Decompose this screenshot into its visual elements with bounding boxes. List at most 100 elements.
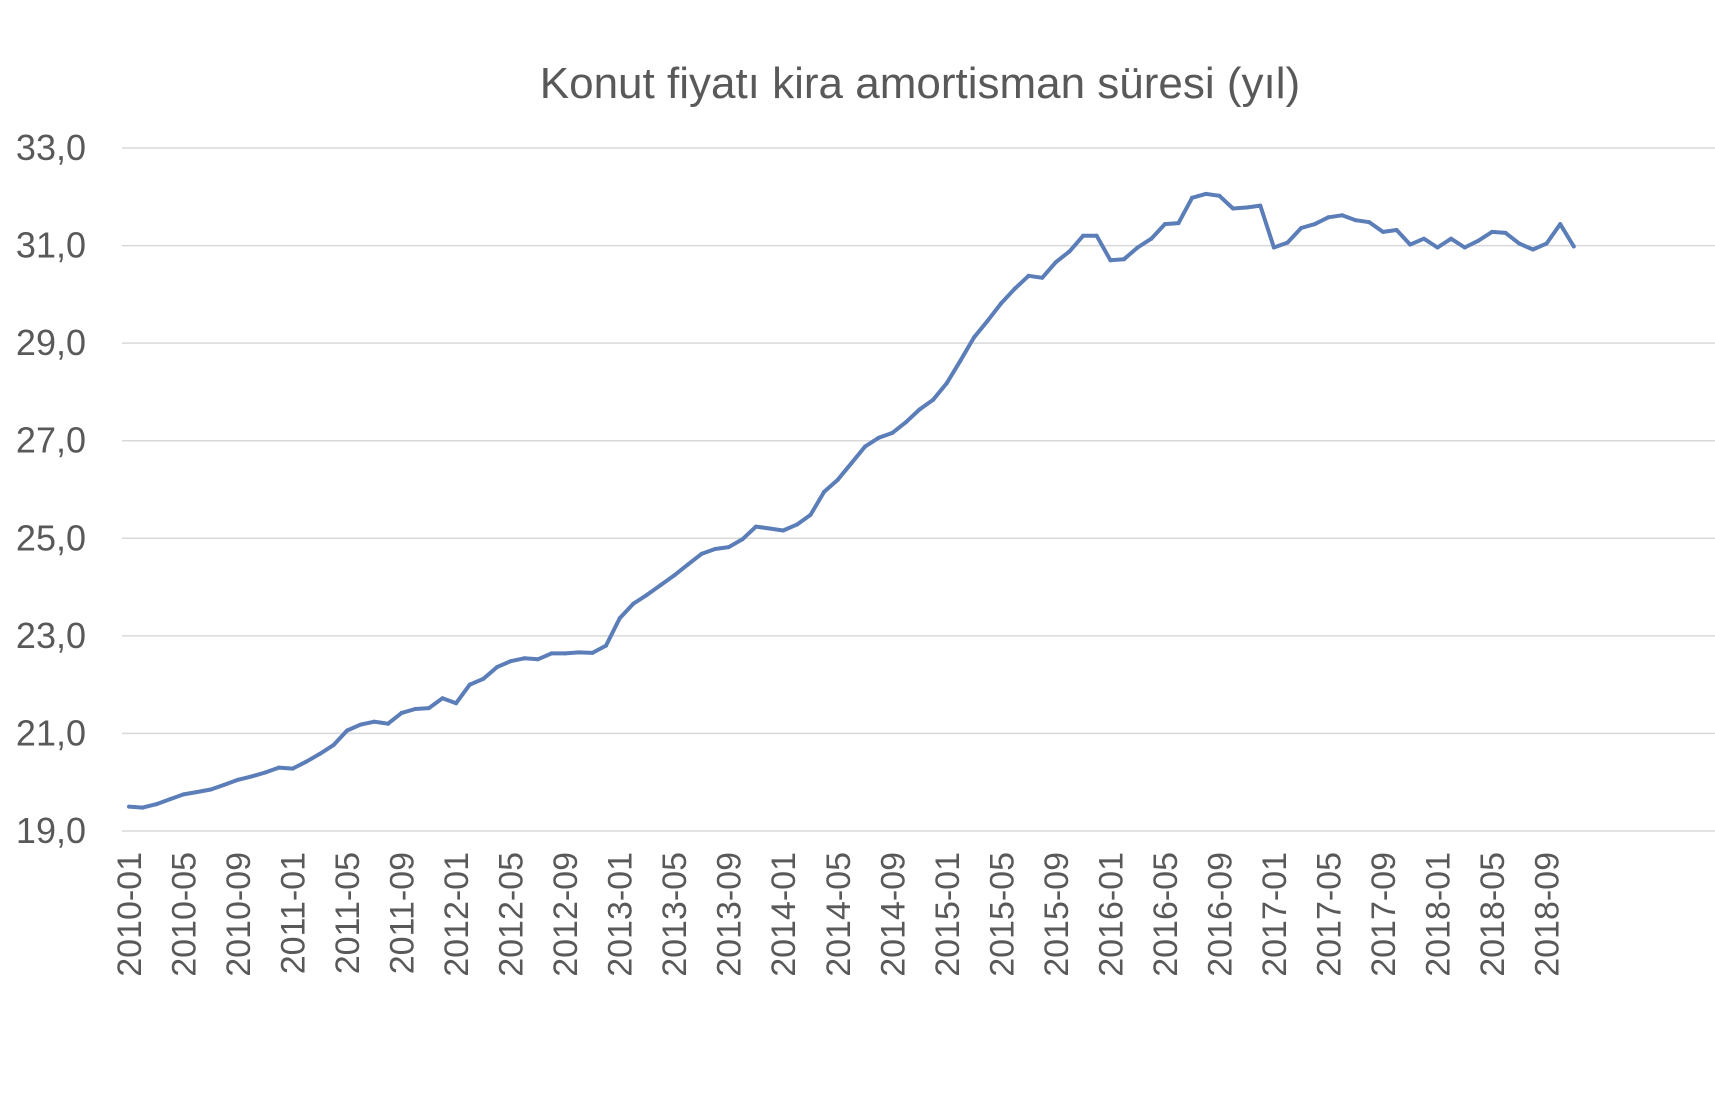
data-point	[1530, 247, 1535, 252]
data-point	[304, 759, 309, 764]
data-point	[1558, 222, 1563, 227]
data-point	[426, 706, 431, 711]
data-point	[1162, 222, 1167, 227]
data-point	[1176, 221, 1181, 226]
data-point	[386, 721, 390, 726]
data-point	[1353, 218, 1358, 223]
data-point	[127, 804, 131, 809]
data-point	[699, 551, 704, 556]
x-tick-label: 2015-05	[983, 852, 1021, 977]
data-point	[1203, 191, 1208, 196]
y-tick-label: 33,0	[16, 127, 86, 168]
data-point	[1217, 193, 1222, 198]
x-tick-label: 2011-05	[329, 852, 367, 974]
x-tick-label: 2017-01	[1256, 852, 1294, 977]
data-point	[1299, 226, 1304, 230]
x-tick-label: 2017-09	[1365, 852, 1403, 977]
data-point	[740, 537, 745, 542]
x-tick-label: 2013-01	[602, 852, 640, 977]
data-point	[195, 790, 200, 794]
data-point	[1312, 222, 1317, 227]
y-tick-label: 25,0	[16, 517, 86, 558]
data-point	[1571, 244, 1576, 249]
data-point	[236, 777, 240, 782]
data-point	[685, 562, 690, 567]
data-point	[508, 659, 513, 664]
data-point	[604, 643, 608, 648]
data-point	[944, 381, 949, 386]
data-point	[140, 805, 145, 810]
gridlines	[122, 147, 1715, 832]
data-point	[972, 335, 977, 340]
y-tick-label: 23,0	[16, 615, 86, 656]
data-point	[822, 489, 827, 494]
data-point	[454, 701, 459, 706]
data-point	[522, 656, 527, 661]
data-point	[890, 430, 895, 435]
data-point	[1231, 206, 1235, 211]
data-point	[535, 657, 540, 662]
series-line	[128, 191, 1576, 810]
data-point	[208, 787, 213, 792]
x-tick-label: 2011-01	[275, 852, 313, 974]
data-point	[767, 526, 772, 531]
data-point	[399, 710, 404, 715]
data-point	[1367, 220, 1372, 225]
data-point	[1271, 245, 1276, 250]
data-point	[1094, 233, 1099, 238]
data-point	[1326, 215, 1331, 220]
data-point	[835, 477, 840, 482]
data-point	[154, 802, 159, 807]
x-tick-label: 2018-01	[1419, 852, 1457, 977]
data-point	[1517, 241, 1522, 246]
data-point	[658, 583, 663, 588]
data-point	[1122, 257, 1126, 262]
x-tick-label: 2014-01	[765, 852, 803, 977]
data-point	[331, 743, 336, 748]
x-tick-label: 2012-01	[438, 852, 476, 977]
data-point	[290, 766, 295, 771]
data-point	[249, 774, 254, 779]
data-point	[794, 522, 799, 527]
x-tick-label: 2016-09	[1201, 852, 1239, 977]
y-tick-label: 27,0	[16, 420, 86, 461]
data-point	[876, 435, 881, 440]
data-point	[467, 682, 472, 687]
data-point	[440, 696, 445, 701]
data-point	[1476, 238, 1481, 243]
data-point	[1285, 240, 1290, 245]
data-point	[495, 665, 499, 670]
x-axis: 2010-01 2010-05 2010-09 2011-01 2011-05 2011-…	[111, 852, 1567, 977]
data-point	[1408, 242, 1413, 247]
data-point	[1258, 203, 1263, 208]
data-point	[1449, 236, 1454, 241]
data-point	[917, 407, 922, 412]
data-point	[345, 728, 350, 733]
data-point	[549, 651, 554, 656]
x-tick-label: 2010-05	[166, 852, 204, 977]
y-tick-label: 31,0	[16, 225, 86, 266]
data-point	[263, 770, 268, 775]
data-point	[576, 650, 581, 655]
chart-title: Konut fiyatı kira amortisman süresi (yıl…	[540, 59, 1300, 108]
data-point	[985, 318, 990, 323]
data-point	[931, 397, 936, 402]
data-point	[276, 765, 281, 770]
x-tick-label: 2017-05	[1310, 852, 1348, 977]
data-point	[1067, 249, 1072, 254]
data-point	[1135, 245, 1140, 250]
data-point	[413, 707, 418, 711]
data-point	[1394, 228, 1399, 232]
data-point	[1435, 245, 1440, 250]
data-point	[1190, 195, 1195, 200]
x-tick-label: 2012-09	[547, 852, 585, 977]
data-point	[713, 547, 718, 551]
data-point	[1108, 258, 1113, 263]
data-point	[358, 722, 363, 727]
data-point	[849, 461, 854, 466]
data-point	[1081, 233, 1086, 238]
data-point	[222, 782, 227, 787]
data-point	[1244, 205, 1249, 210]
data-point	[1026, 273, 1031, 278]
data-point	[181, 792, 186, 797]
